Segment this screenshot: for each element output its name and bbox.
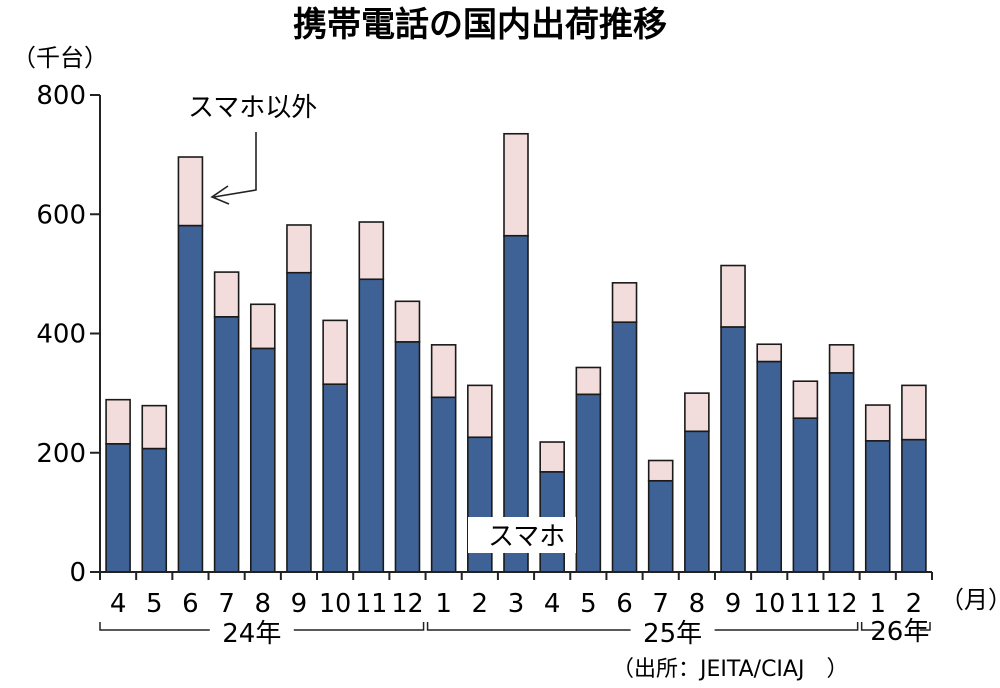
bar-smartphone	[430, 396, 457, 573]
year-label: 24年	[222, 619, 281, 649]
year-label: 26年	[870, 617, 929, 647]
bar-non-smartphone	[213, 271, 240, 318]
bar-non-smartphone	[286, 224, 312, 274]
bar-non-smartphone	[792, 380, 819, 419]
x-tick-label: 12	[825, 589, 857, 619]
annotation-arrow	[213, 132, 257, 198]
y-axis-unit: （千台）	[12, 44, 108, 72]
bar-smartphone	[864, 440, 891, 573]
bar-smartphone	[647, 479, 674, 573]
bar-non-smartphone	[756, 343, 783, 363]
x-tick-label: 12	[391, 589, 423, 619]
bar-non-smartphone	[503, 132, 529, 237]
x-tick-label: 11	[355, 589, 387, 619]
x-tick-label: 9	[291, 589, 308, 619]
bar-smartphone	[105, 443, 131, 573]
x-tick-label: 8	[255, 589, 272, 619]
x-tick-label: 7	[218, 589, 235, 619]
y-tick-label: 600	[36, 200, 86, 230]
x-tick-label: 2	[906, 589, 923, 619]
bar-non-smartphone	[394, 300, 421, 343]
annotation-arrow-head	[210, 185, 230, 205]
x-tick-label: 6	[182, 589, 199, 619]
bar-smartphone	[213, 316, 240, 573]
bar-non-smartphone	[539, 441, 565, 473]
bar-non-smartphone	[828, 344, 855, 374]
smartphone-label-backdrop	[468, 517, 576, 553]
bar-smartphone	[358, 278, 385, 573]
bar-non-smartphone	[467, 384, 493, 439]
annotation-non-smartphone: スマホ以外	[188, 93, 317, 123]
x-tick-label: 4	[110, 589, 127, 619]
year-bracket	[293, 622, 425, 631]
bar-smartphone	[322, 383, 348, 573]
bar-non-smartphone	[322, 319, 348, 385]
bar-non-smartphone	[430, 344, 457, 399]
x-tick-label: 10	[319, 589, 351, 619]
bar-non-smartphone	[177, 156, 204, 227]
year-bracket	[426, 622, 631, 631]
bar-smartphone	[177, 224, 204, 573]
bar-smartphone	[286, 271, 312, 573]
bar-smartphone	[394, 341, 421, 573]
x-tick-label: 9	[725, 589, 742, 619]
x-tick-label: 11	[789, 589, 821, 619]
bar-non-smartphone	[864, 404, 891, 442]
x-tick-label: 1	[435, 589, 452, 619]
year-bracket	[919, 622, 931, 631]
bar-non-smartphone	[105, 398, 131, 445]
year-bracket	[860, 622, 880, 631]
annotation-smartphone: スマホ	[488, 522, 565, 552]
bar-non-smartphone	[249, 303, 276, 350]
x-tick-label: 5	[146, 589, 163, 619]
x-tick-label: 4	[544, 589, 561, 619]
bar-smartphone	[792, 417, 819, 573]
y-tick-label: 800	[36, 81, 86, 111]
x-axis-ticks: 4 5 6 7 8 9 10 11 12 1 2 3 4 5 6 7 8 9 10 11 12 1 2	[99, 572, 933, 619]
bar-non-smartphone	[647, 459, 674, 482]
year-bracket	[714, 622, 859, 631]
y-tick-label: 400	[36, 320, 86, 350]
y-tick-label: 200	[36, 439, 86, 469]
bar-smartphone	[756, 360, 783, 573]
year-groups: 24年 25年 26年	[99, 617, 931, 649]
x-tick-label: 1	[869, 589, 886, 619]
chart-title: 携帯電話の国内出荷推移	[293, 5, 667, 45]
bar-smartphone	[828, 372, 855, 573]
bar-smartphone	[901, 438, 927, 573]
y-tick-label: 0	[69, 558, 86, 588]
x-tick-label: 5	[580, 589, 597, 619]
x-tick-label: 7	[652, 589, 669, 619]
bar-smartphone	[141, 447, 168, 573]
bar-non-smartphone	[901, 384, 927, 441]
bars	[105, 132, 927, 573]
bar-smartphone	[575, 393, 602, 573]
x-axis-unit: （月）	[940, 586, 1000, 614]
bar-non-smartphone	[684, 392, 710, 433]
bar-non-smartphone	[720, 264, 746, 328]
bar-non-smartphone	[141, 404, 168, 450]
year-label: 25年	[643, 619, 702, 649]
bar-smartphone	[684, 430, 710, 573]
y-axis-ticks: 0 200 400 600 800	[36, 81, 100, 588]
x-tick-label: 3	[508, 589, 525, 619]
bar-non-smartphone	[575, 366, 602, 396]
year-bracket	[99, 622, 210, 631]
bar-non-smartphone	[358, 221, 385, 281]
x-tick-label: 8	[689, 589, 706, 619]
bar-smartphone	[611, 321, 638, 573]
bar-smartphone	[249, 347, 276, 573]
x-tick-label: 10	[753, 589, 785, 619]
bar-non-smartphone	[611, 282, 638, 323]
x-tick-label: 2	[472, 589, 489, 619]
source-note: （出所：JEITA/CIAJ ）	[612, 657, 848, 682]
x-tick-label: 6	[616, 589, 633, 619]
bar-smartphone	[720, 326, 746, 573]
